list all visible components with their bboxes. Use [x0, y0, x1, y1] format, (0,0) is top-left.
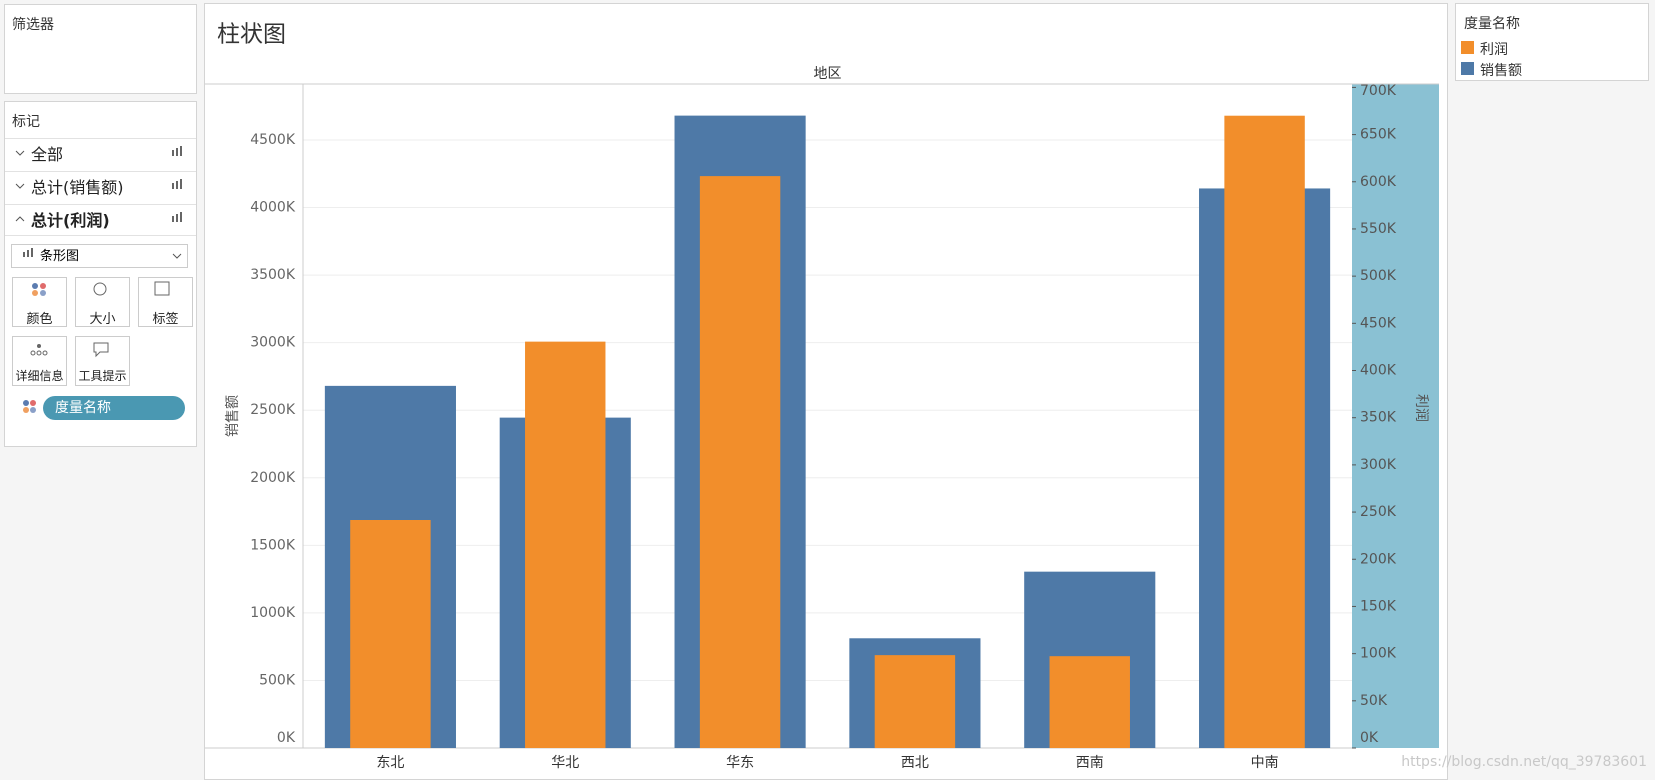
x-axis-title: 地区	[814, 66, 842, 82]
y2-tick-label: 400K	[1360, 363, 1397, 379]
y2-tick-label: 0K	[1360, 730, 1379, 746]
tooltip-button[interactable]: 工具提示	[75, 336, 130, 386]
watermark: https://blog.csdn.net/qq_39783601	[1401, 754, 1647, 770]
y2-tick-label: 500K	[1360, 268, 1397, 284]
y-axis-title: 销售额	[225, 395, 241, 437]
y2-tick-label: 50K	[1360, 693, 1388, 709]
y-tick-label: 0K	[277, 730, 296, 746]
y2-tick-label: 700K	[1360, 83, 1397, 99]
marks-row[interactable]: 总计(利润)	[5, 204, 196, 236]
y2-tick-label: 550K	[1360, 221, 1397, 237]
measure-pill[interactable]: 度量名称	[43, 396, 185, 420]
y-tick-label: 1000K	[250, 605, 296, 621]
marks-title: 标记	[12, 114, 40, 130]
x-tick-label: 西南	[1076, 755, 1104, 771]
x-tick-label: 华北	[551, 755, 579, 771]
x-tick-label: 西北	[901, 755, 929, 771]
y2-axis-title: 利润	[1413, 394, 1429, 422]
y2-tick-label: 600K	[1360, 174, 1397, 190]
y2-tick-label: 250K	[1360, 504, 1397, 520]
detail-button[interactable]: 详细信息	[12, 336, 67, 386]
y2-tick-label: 300K	[1360, 457, 1397, 473]
y-tick-label: 4500K	[250, 132, 296, 148]
y-tick-label: 3500K	[250, 267, 296, 283]
y2-tick-label: 450K	[1360, 315, 1397, 331]
legend-swatch	[1461, 62, 1474, 75]
bar	[1049, 656, 1130, 748]
filters-title: 筛选器	[12, 17, 54, 33]
y2-tick-label: 100K	[1360, 646, 1397, 662]
legend-panel: 度量名称 利润销售额	[1455, 3, 1649, 81]
y-tick-label: 500K	[259, 672, 296, 688]
y-tick-label: 2000K	[250, 470, 296, 486]
y2-tick-label: 200K	[1360, 551, 1397, 567]
legend-title: 度量名称	[1464, 16, 1520, 32]
legend-label[interactable]: 销售额	[1480, 63, 1522, 79]
marks-panel: 标记 全部 总计(销售额) 总计(利润) 条形图 颜色 大小 标签 详细信息 工…	[4, 101, 197, 447]
y-tick-label: 1500K	[250, 537, 296, 553]
y2-tick-label: 350K	[1360, 410, 1397, 426]
bar	[699, 176, 781, 748]
chart: 柱状图 0K 500K 1000K 1500K 2000K 2500K 3000K 3500K…	[204, 3, 1448, 780]
y-tick-label: 3000K	[250, 335, 296, 351]
bar	[350, 519, 431, 748]
bar	[525, 341, 606, 748]
y-tick-label: 4000K	[250, 200, 296, 216]
y2-axis-band	[1352, 84, 1439, 748]
y-tick-label: 2500K	[250, 402, 296, 418]
y2-tick-label: 650K	[1360, 127, 1397, 143]
bar	[1224, 115, 1305, 748]
x-tick-label: 中南	[1251, 755, 1279, 771]
color-button[interactable]: 颜色	[12, 277, 67, 327]
legend-label[interactable]: 利润	[1480, 42, 1508, 58]
marks-row[interactable]: 全部	[5, 138, 196, 170]
chart-title: 柱状图	[217, 22, 286, 48]
label-button[interactable]: 标签	[138, 277, 193, 327]
marks-row[interactable]: 总计(销售额)	[5, 171, 196, 203]
filters-panel: 筛选器	[4, 4, 197, 94]
x-tick-label: 东北	[376, 755, 404, 771]
sidebar-icons	[15, 146, 182, 413]
x-tick-label: 华东	[726, 755, 754, 771]
mark-type-dropdown[interactable]: 条形图	[11, 244, 188, 268]
y2-tick-label: 150K	[1360, 598, 1397, 614]
legend-swatch	[1461, 41, 1474, 54]
size-button[interactable]: 大小	[75, 277, 130, 327]
bar	[874, 655, 956, 748]
